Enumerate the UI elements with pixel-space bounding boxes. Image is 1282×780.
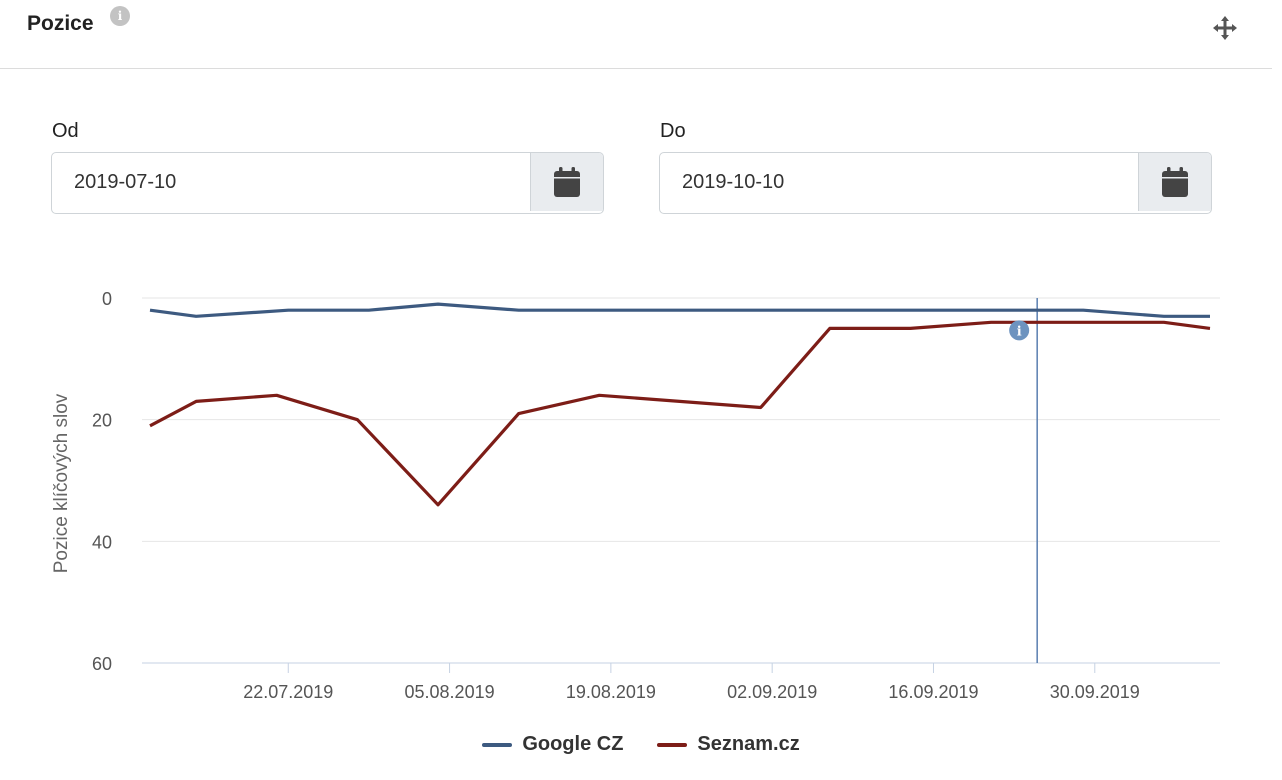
legend-item-1[interactable]: Google CZ [482,733,623,756]
date-to-label: Do [660,120,686,142]
date-to-calendar-button[interactable] [1138,153,1211,211]
annotation-info-icon[interactable] [1009,320,1030,341]
legend-label: Google CZ [522,733,624,755]
date-from-input[interactable] [52,153,530,211]
date-from-label: Od [52,120,79,142]
move-arrows-icon[interactable] [1212,15,1238,41]
calendar-icon [1162,167,1188,197]
y-tick-label: 60 [92,654,112,674]
annotation-info-glyph: i [1017,324,1022,339]
legend-label: Seznam.cz [697,733,800,755]
date-from-group [51,152,604,214]
y-tick-label: 40 [92,532,112,552]
chart-legend: Google CZ Seznam.cz [0,733,1282,756]
widget-header: Pozice i [0,0,1272,69]
legend-swatch [657,742,688,747]
legend-item-2[interactable]: Seznam.cz [657,733,800,756]
y-tick-label: 0 [102,289,112,309]
info-icon[interactable]: i [110,6,130,26]
date-to-group [659,152,1212,214]
x-tick-label: 19.08.2019 [566,682,656,702]
x-tick-label: 02.09.2019 [727,682,817,702]
widget-title: Pozice [27,12,94,35]
date-from-calendar-button[interactable] [530,153,603,211]
x-tick-label: 05.08.2019 [405,682,495,702]
calendar-icon [554,167,580,197]
x-tick-label: 22.07.2019 [243,682,333,702]
position-chart: 0 20 40 60 Pozice klíčových slov 22.07.2019 05… [51,289,1220,702]
series-line-2 [149,320,1211,507]
x-tick-label: 30.09.2019 [1050,682,1140,702]
x-tick-label: 16.09.2019 [888,682,978,702]
y-axis-title: Pozice klíčových slov [51,393,72,573]
date-to-input[interactable] [660,153,1138,211]
series-line-1 [149,302,1210,318]
y-tick-label: 20 [92,411,112,431]
legend-swatch [482,742,513,747]
